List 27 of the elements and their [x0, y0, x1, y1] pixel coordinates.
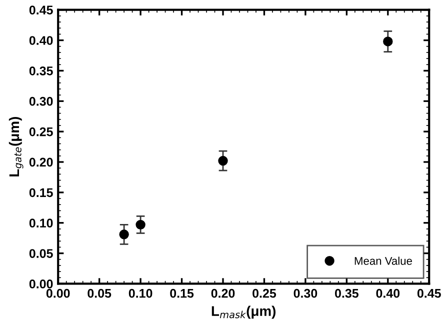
y-tick-label: 0.30 [29, 96, 53, 106]
y-tick-label: 0.05 [29, 249, 53, 258]
x-tick-label: 0.20 [211, 288, 235, 298]
y-tick-label: 0.15 [29, 188, 53, 198]
x-tick-label: 0.45 [417, 288, 441, 298]
y-tick-label: 0.35 [29, 66, 53, 76]
y-tick-label: 0.10 [29, 218, 53, 228]
point [218, 156, 228, 166]
x-tick-label: 0.10 [128, 288, 152, 298]
x-axis-title: L$_{mask}$(μm) [212, 306, 276, 319]
x-tick-label: 0.15 [170, 288, 194, 298]
y-tick-label: 0.20 [29, 158, 53, 167]
point [119, 230, 129, 240]
x-tick-label: 0.30 [294, 288, 318, 298]
point [383, 36, 393, 46]
x-tick-label: 0.25 [252, 288, 276, 298]
point [136, 220, 146, 230]
y-tick-label: 0.40 [29, 36, 53, 45]
y-tick-label: 0.25 [29, 127, 53, 136]
x-tick-label: 0.35 [335, 288, 358, 298]
x-tick-label: 0.40 [376, 288, 400, 298]
x-tick-label: 0.05 [88, 288, 112, 298]
y-tick-label: 0.45 [29, 6, 53, 14]
y-axis-title: L$_{gate}$(μm) [8, 117, 24, 176]
legend-label: Mean Value [354, 256, 412, 265]
y-tick-label: 0.00 [29, 280, 53, 288]
x-tick-label: 0.00 [46, 288, 70, 298]
